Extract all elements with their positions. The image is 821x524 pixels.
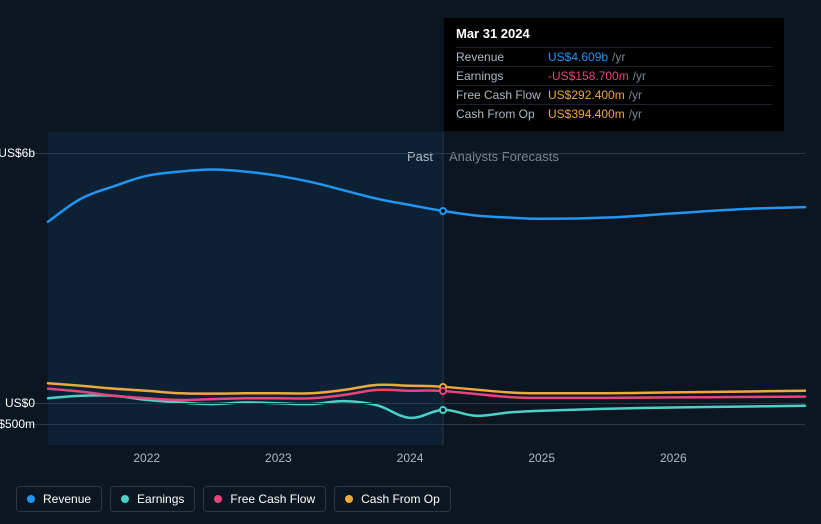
tooltip-row-suffix: /yr (612, 50, 625, 64)
legend-swatch (345, 495, 353, 503)
legend-swatch (121, 495, 129, 503)
x-axis-label: 2025 (528, 451, 555, 465)
x-axis-label: 2024 (397, 451, 424, 465)
legend-label: Earnings (137, 492, 184, 506)
tooltip-row-suffix: /yr (629, 107, 642, 121)
tooltip-row-suffix: /yr (629, 88, 642, 102)
legend-item-free-cash-flow[interactable]: Free Cash Flow (203, 486, 326, 512)
tooltip-row-value: US$4.609b (548, 50, 608, 64)
legend-label: Cash From Op (361, 492, 440, 506)
tooltip-row-label: Free Cash Flow (456, 88, 548, 102)
x-axis-label: 2026 (660, 451, 687, 465)
tooltip-rows: RevenueUS$4.609b/yrEarnings-US$158.700m/… (456, 47, 772, 123)
tooltip-row-suffix: /yr (633, 69, 646, 83)
tooltip-row-value: -US$158.700m (548, 69, 629, 83)
tooltip-row-value: US$292.400m (548, 88, 625, 102)
x-axis-label: 2022 (133, 451, 160, 465)
tooltip-row-value: US$394.400m (548, 107, 625, 121)
tooltip-row-label: Revenue (456, 50, 548, 64)
legend-swatch (214, 495, 222, 503)
chart-legend: Revenue Earnings Free Cash Flow Cash From O… (16, 486, 451, 512)
earnings-revenue-chart: Past Analysts Forecasts Mar 31 2024 Reve… (0, 0, 821, 524)
legend-item-earnings[interactable]: Earnings (110, 486, 195, 512)
legend-label: Free Cash Flow (230, 492, 315, 506)
x-axis-label: 2023 (265, 451, 292, 465)
marker-earnings (439, 406, 447, 414)
legend-label: Revenue (43, 492, 91, 506)
gridline (16, 403, 805, 404)
chart-tooltip: Mar 31 2024 RevenueUS$4.609b/yrEarnings-… (444, 18, 784, 131)
gridline (16, 424, 805, 425)
marker-fcf (439, 387, 447, 395)
y-axis-label: US$0 (0, 396, 35, 410)
tooltip-date: Mar 31 2024 (456, 26, 772, 47)
chart-plot-area[interactable] (48, 132, 805, 445)
marker-revenue (439, 207, 447, 215)
y-axis-label: US$6b (0, 146, 35, 160)
y-axis-label: -US$500m (0, 417, 35, 431)
legend-item-cash-from-op[interactable]: Cash From Op (334, 486, 451, 512)
legend-swatch (27, 495, 35, 503)
tooltip-row: Cash From OpUS$394.400m/yr (456, 104, 772, 123)
tooltip-row: Free Cash FlowUS$292.400m/yr (456, 85, 772, 104)
tooltip-row: Earnings-US$158.700m/yr (456, 66, 772, 85)
legend-item-revenue[interactable]: Revenue (16, 486, 102, 512)
gridline (16, 153, 805, 154)
tooltip-row-label: Cash From Op (456, 107, 548, 121)
tooltip-row: RevenueUS$4.609b/yr (456, 47, 772, 66)
tooltip-row-label: Earnings (456, 69, 548, 83)
